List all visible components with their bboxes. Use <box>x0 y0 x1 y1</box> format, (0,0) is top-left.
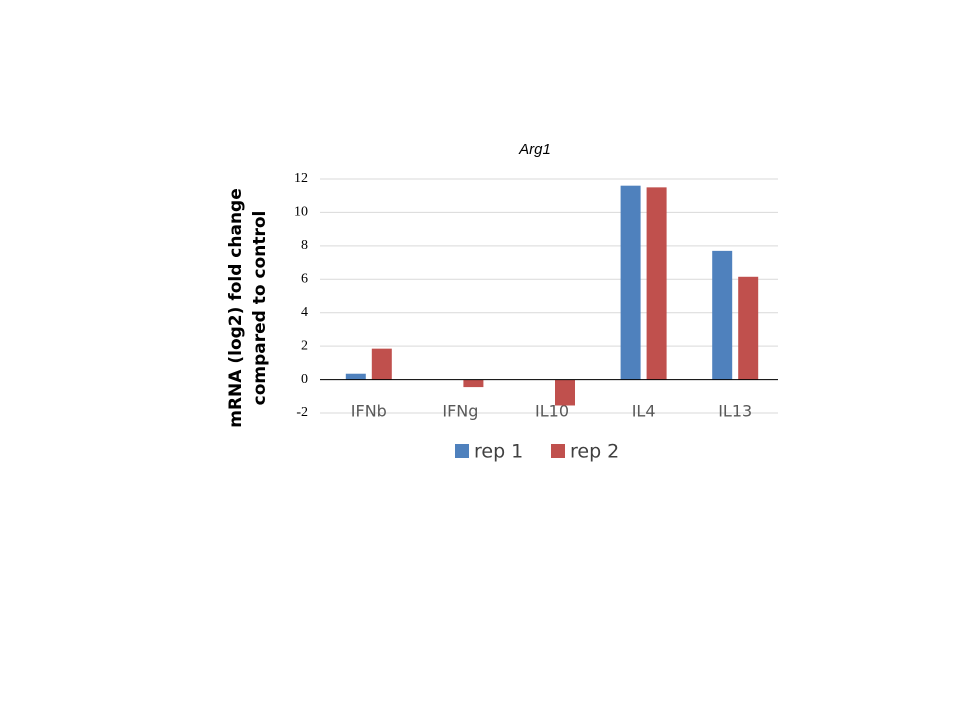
y-tick-label: 6 <box>301 272 308 287</box>
y-axis-label: mRNA (log2) fold change compared to contr… <box>226 188 270 428</box>
y-tick-label: -2 <box>296 405 308 420</box>
y-tick-label: 4 <box>301 305 308 320</box>
x-tick-label: IFNb <box>351 402 387 421</box>
x-tick-label: IL13 <box>718 402 752 421</box>
x-tick-label: IL10 <box>535 402 569 421</box>
bar <box>463 379 484 388</box>
bar <box>345 373 366 380</box>
y-tick-label: 10 <box>294 205 308 220</box>
legend-label: rep 1 <box>474 441 523 463</box>
bar <box>712 250 733 380</box>
x-tick-label: IL4 <box>632 402 656 421</box>
bar <box>371 348 392 380</box>
x-tick-label: IFNg <box>442 402 478 421</box>
y-axis-label-line: mRNA (log2) fold change <box>226 188 246 428</box>
bar <box>646 187 667 380</box>
y-axis-label-line: compared to control <box>250 211 270 406</box>
bar <box>738 276 759 380</box>
legend-label: rep 2 <box>570 441 619 463</box>
y-tick-label: 0 <box>301 372 308 387</box>
bar <box>620 185 641 380</box>
bar <box>555 379 575 406</box>
chart-title: Arg1 <box>518 141 551 158</box>
legend-swatch <box>455 444 469 458</box>
legend-swatch <box>551 444 565 458</box>
y-tick-label: 2 <box>301 338 308 353</box>
y-tick-label: 12 <box>294 171 308 186</box>
y-tick-label: 8 <box>301 238 308 253</box>
